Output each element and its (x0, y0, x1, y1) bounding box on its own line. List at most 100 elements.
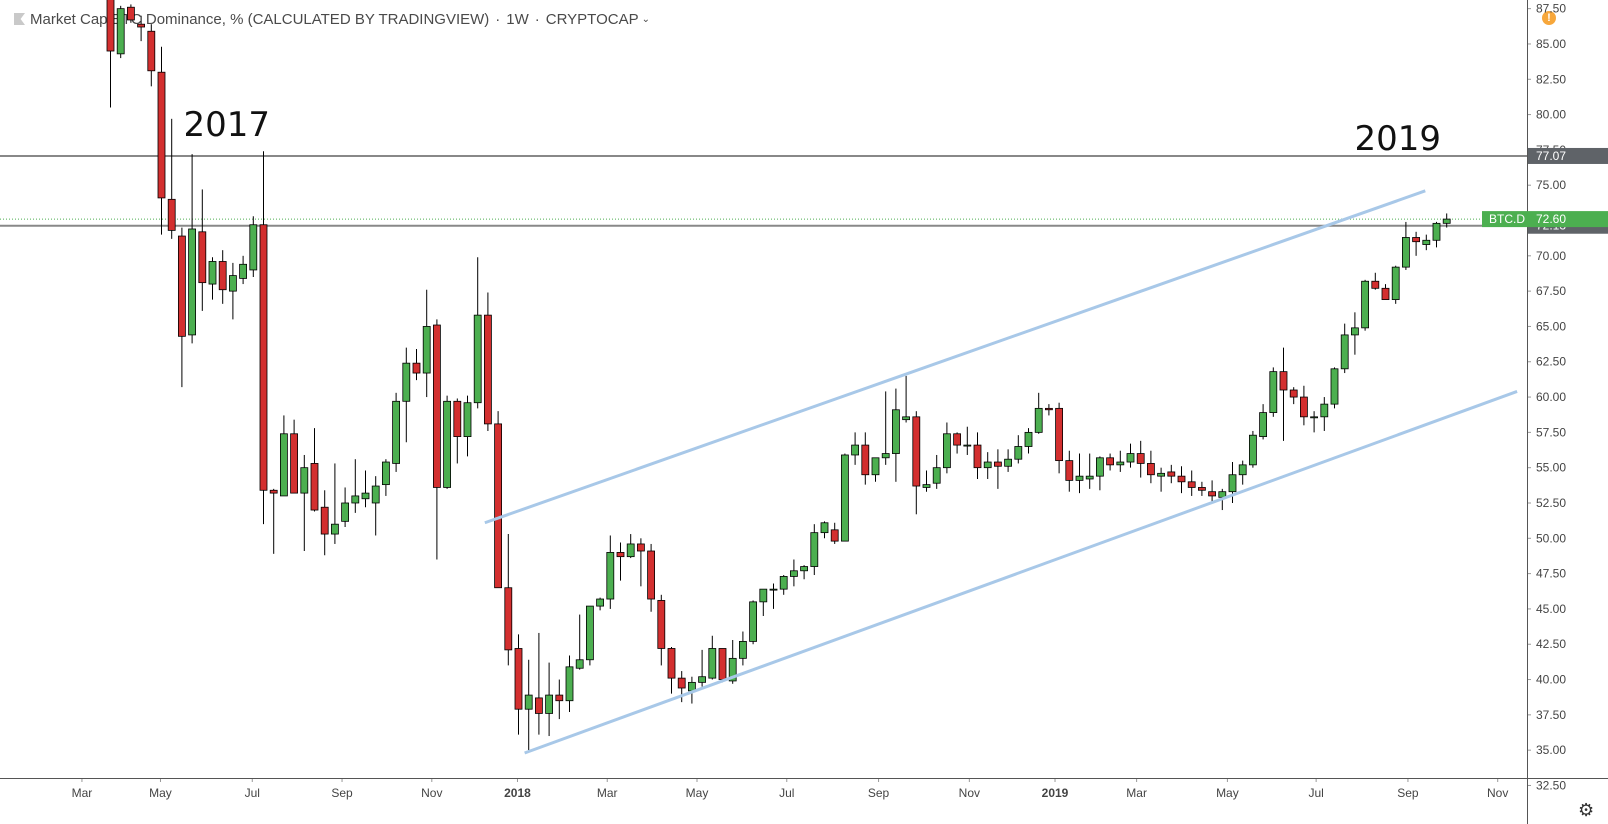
candle-body (402, 362, 411, 402)
candle-body (188, 228, 197, 336)
candle (841, 453, 849, 542)
header-separator: · (534, 10, 540, 28)
candle-body (310, 463, 319, 511)
y-tick-label: 37.50 (1536, 708, 1566, 722)
candle (402, 347, 411, 443)
candle (708, 635, 717, 680)
candle (249, 216, 258, 278)
candle (392, 392, 401, 472)
candle-body (851, 444, 859, 456)
candle (1208, 480, 1216, 503)
candle-body (463, 402, 472, 438)
candle-body (494, 423, 503, 589)
candle (279, 415, 288, 497)
candle-body (1249, 434, 1257, 466)
candle-body (718, 648, 727, 680)
candle-body (1228, 474, 1237, 493)
candle-body (606, 552, 615, 600)
candle (810, 524, 819, 576)
symbol-flag-icon (14, 13, 25, 25)
chart-header[interactable]: Market Cap BTC Dominance, % (CALCULATED … (14, 8, 650, 30)
y-tick-label: 45.00 (1536, 602, 1566, 616)
candle-body (1391, 266, 1400, 301)
candle-body (320, 506, 329, 535)
x-tick-label: Jul (779, 786, 794, 800)
candle-body (167, 198, 176, 231)
y-tick-label: 85.00 (1536, 37, 1566, 51)
candle (514, 634, 523, 735)
candle-body (116, 8, 125, 55)
candle-body (800, 566, 808, 572)
year-annotation: 2017 (184, 105, 271, 145)
candle (239, 255, 248, 285)
candle (1279, 347, 1288, 441)
y-tick-label: 80.00 (1536, 108, 1566, 122)
candle (269, 488, 278, 554)
candle (1126, 443, 1135, 468)
candle-body (127, 6, 135, 21)
candle-body (1310, 416, 1318, 419)
candle (483, 292, 492, 431)
candle (1075, 453, 1084, 494)
y-tick-label: 57.50 (1536, 425, 1566, 439)
chevron-down-icon[interactable]: ⌄ (641, 13, 650, 25)
candle (147, 24, 156, 87)
y-tick-label: 75.00 (1536, 178, 1566, 192)
price-tag-value: 72.60 (1536, 212, 1566, 226)
candle-body (1014, 446, 1023, 460)
candle-body (1279, 371, 1288, 391)
candle-body (137, 23, 146, 28)
candle-body (545, 694, 553, 714)
candle-body (861, 444, 870, 476)
x-tick-label: Sep (868, 786, 890, 800)
candle-body (157, 71, 166, 199)
candle-body (392, 400, 401, 464)
candle (932, 454, 941, 489)
candle-body (1096, 457, 1104, 477)
y-tick-label: 70.00 (1536, 249, 1566, 263)
candle-body (1300, 396, 1308, 418)
chart-interval[interactable]: 1W (506, 10, 529, 28)
candle-body (1126, 453, 1135, 463)
candle-body (841, 454, 849, 542)
chart-exchange[interactable]: CRYPTOCAP (545, 10, 639, 28)
candle (790, 559, 798, 587)
x-tick-label: Mar (597, 786, 618, 800)
candle-body (1412, 237, 1420, 243)
y-tick-label: 55.00 (1536, 461, 1566, 475)
candle-body (790, 570, 798, 577)
candle-body (1269, 371, 1278, 413)
candle (1085, 453, 1094, 489)
y-tick-label: 82.50 (1536, 72, 1566, 86)
candle (1402, 221, 1410, 270)
candle (1422, 234, 1431, 251)
gear-icon[interactable]: ⚙ (1578, 800, 1595, 820)
candle-body (300, 467, 309, 494)
candle-body (1381, 287, 1390, 301)
candle (1289, 387, 1298, 405)
alert-icon[interactable]: ! (1542, 11, 1556, 25)
candle (1351, 312, 1359, 355)
x-tick-label: May (149, 786, 172, 800)
candle-body (881, 453, 890, 459)
candle (259, 151, 268, 525)
candle-body (708, 648, 717, 679)
candle (1024, 428, 1033, 454)
candle-body (279, 433, 288, 497)
candle (647, 543, 655, 612)
candle (769, 583, 778, 609)
candle (983, 452, 992, 479)
candle (922, 470, 931, 492)
candle-body (596, 598, 604, 607)
y-tick-label: 52.50 (1536, 496, 1566, 510)
candle-body (922, 484, 931, 488)
x-tick-label: Jul (245, 786, 260, 800)
candle (1442, 213, 1451, 228)
candle (535, 632, 543, 735)
x-tick-label: Sep (1397, 786, 1419, 800)
candle-body (412, 362, 421, 374)
candle (341, 487, 350, 528)
candle (208, 257, 217, 300)
candle (616, 542, 625, 581)
